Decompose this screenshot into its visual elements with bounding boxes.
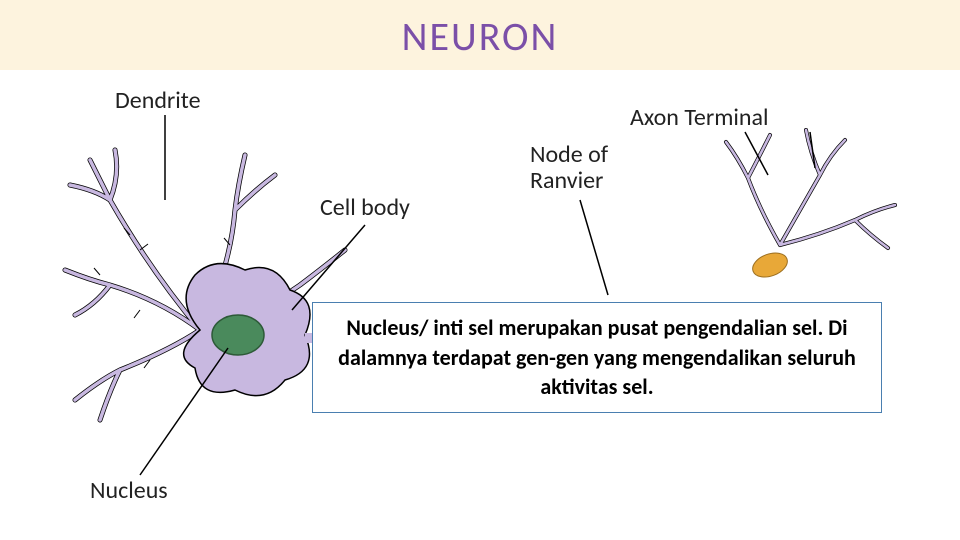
label-axon-terminal: Axon Terminal <box>630 105 769 131</box>
label-nucleus-text: Nucleus <box>90 476 168 505</box>
label-dendrite: Dendrite <box>115 88 201 114</box>
label-node-of-ranvier: Node of Ranvier <box>530 142 608 195</box>
page-title: NEURON <box>402 12 559 61</box>
label-node-line2: Ranvier <box>530 166 603 195</box>
info-callout-text: Nucleus/ inti sel merupakan pusat pengen… <box>338 314 856 400</box>
label-nucleus: Nucleus <box>90 478 168 504</box>
neuron-diagram: Dendrite Cell body Nucleus Node of Ranvi… <box>0 70 960 540</box>
label-cell-body: Cell body <box>320 195 410 221</box>
label-node-line1: Node of <box>530 140 608 169</box>
info-callout-box: Nucleus/ inti sel merupakan pusat pengen… <box>312 302 882 413</box>
label-cell-body-text: Cell body <box>320 193 410 222</box>
title-banner: NEURON <box>0 0 960 71</box>
label-dendrite-text: Dendrite <box>115 86 201 115</box>
label-axon-terminal-text: Axon Terminal <box>630 103 769 132</box>
